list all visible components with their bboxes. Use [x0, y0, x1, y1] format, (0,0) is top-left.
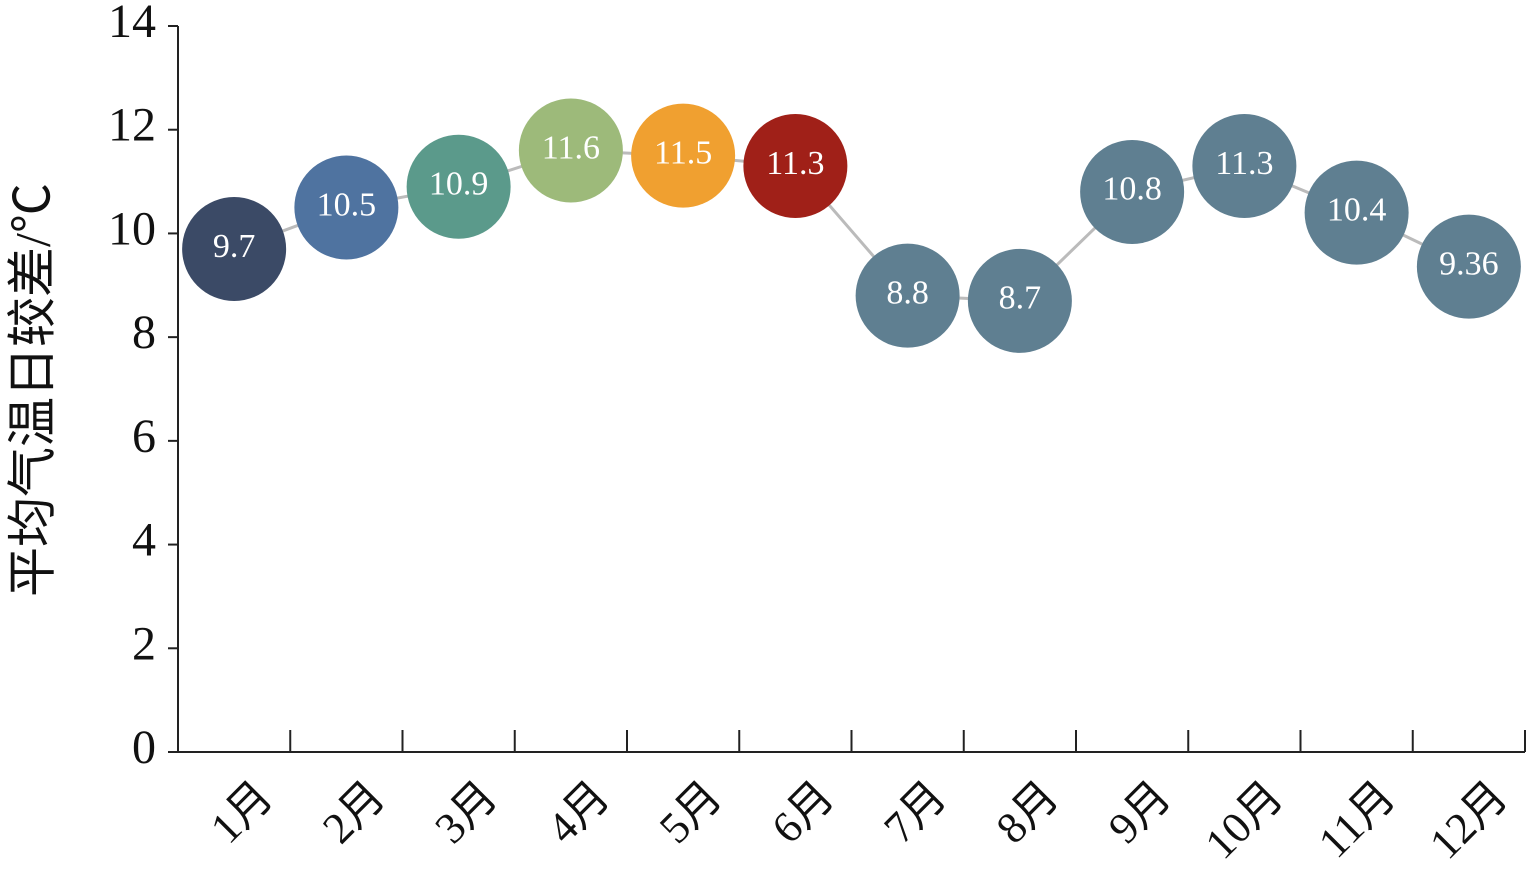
point: [406, 134, 511, 239]
x-tick-label: 5月: [650, 772, 731, 853]
x-tick-label: 12月: [1420, 772, 1517, 869]
point: [1080, 139, 1185, 244]
point: [1416, 214, 1521, 319]
point: [518, 98, 623, 203]
point: [1304, 160, 1409, 265]
x-tick-label: 1月: [201, 772, 282, 853]
data-label: 11.3: [766, 145, 824, 182]
y-tick-label: 14: [108, 0, 156, 48]
x-tick-label: 10月: [1196, 772, 1293, 869]
x-tick-label: 8月: [987, 772, 1068, 853]
data-label: 10.5: [317, 186, 377, 223]
point: [743, 114, 848, 219]
x-tick-label: 4月: [538, 772, 619, 853]
point: [182, 196, 287, 301]
data-label: 9.36: [1439, 245, 1499, 282]
x-tick-label: 9月: [1099, 772, 1180, 853]
point: [1192, 114, 1297, 219]
point: [631, 103, 736, 208]
data-label: 10.4: [1327, 191, 1387, 228]
y-tick-label: 4: [132, 514, 156, 567]
y-tick-label: 8: [132, 306, 156, 359]
y-tick-label: 0: [132, 721, 156, 774]
data-label: 11.3: [1215, 145, 1273, 182]
y-tick-label: 6: [132, 410, 156, 463]
data-label: 8.7: [999, 280, 1042, 317]
data-label: 9.7: [213, 228, 256, 265]
point: [294, 155, 399, 260]
x-tick-label: 3月: [426, 772, 507, 853]
y-tick-label: 2: [132, 617, 156, 670]
y-axis-title: 平均气温日较差/℃: [4, 183, 60, 597]
data-label: 10.8: [1102, 171, 1162, 208]
x-tick-label: 7月: [875, 772, 956, 853]
data-label: 11.5: [654, 134, 712, 171]
point: [967, 248, 1072, 353]
y-tick-label: 10: [108, 202, 156, 255]
y-tick-label: 12: [108, 99, 156, 152]
data-label: 10.9: [429, 166, 489, 203]
point: [855, 243, 960, 348]
x-tick-label: 6月: [762, 772, 843, 853]
data-label: 8.8: [886, 274, 929, 311]
x-tick-label: 2月: [313, 772, 394, 853]
data-label: 11.6: [542, 129, 600, 166]
x-tick-label: 11月: [1309, 772, 1405, 868]
